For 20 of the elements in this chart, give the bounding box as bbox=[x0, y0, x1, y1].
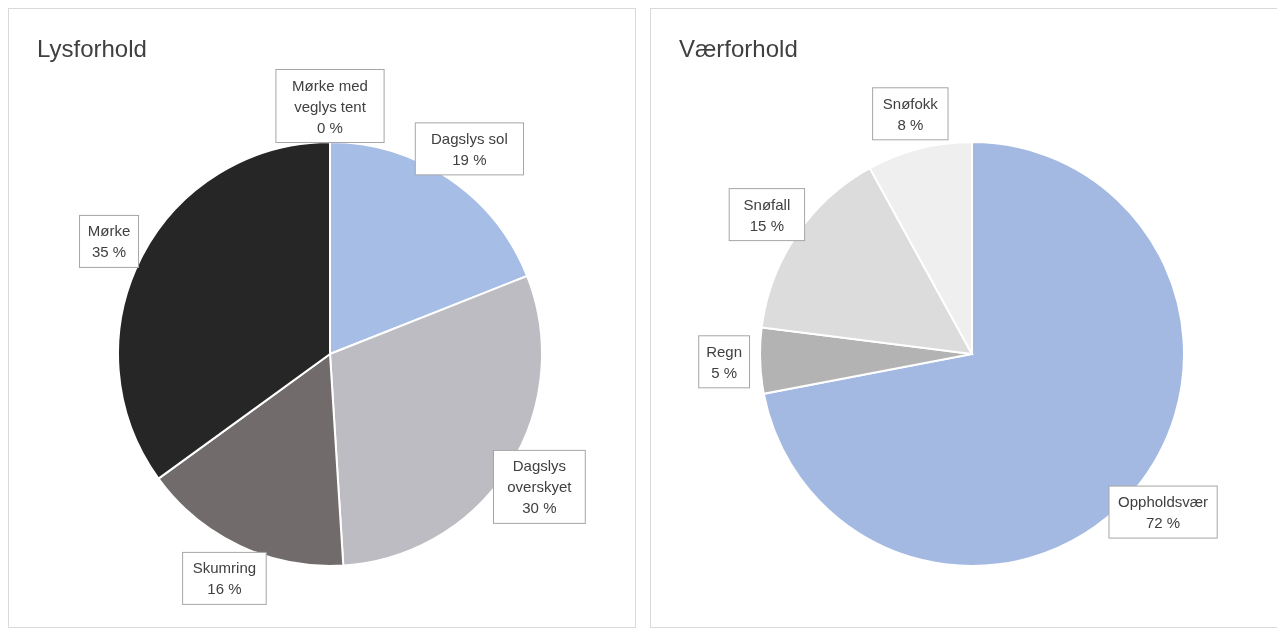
slice-label: Snøfokk bbox=[882, 94, 939, 112]
data-label: 16 % bbox=[207, 580, 242, 598]
chart-title: Værforhold bbox=[679, 35, 798, 63]
slice-label: Oppholdsvær bbox=[1118, 493, 1209, 511]
text: 0 % bbox=[317, 118, 343, 136]
data-label: 8 % bbox=[897, 115, 924, 133]
data-label: 72 % bbox=[1145, 514, 1181, 532]
slice-label: Dagslys sol bbox=[431, 129, 508, 147]
slice-label: Mørke bbox=[87, 222, 131, 240]
data-label: 15 % bbox=[749, 216, 784, 234]
data-label: 5 % bbox=[711, 363, 738, 381]
data-label: 19 % bbox=[452, 150, 487, 168]
slice-label: Regn bbox=[706, 342, 743, 360]
category-label: Mørke med veglys tent bbox=[292, 76, 368, 115]
slice-label: Dagslys overskyet bbox=[507, 457, 573, 496]
slice-label: Skumring bbox=[192, 559, 257, 577]
slice-label: Snøfall bbox=[743, 195, 791, 213]
chart-title: Lysforhold bbox=[37, 35, 147, 63]
data-label: 35 % bbox=[91, 243, 127, 261]
data-label: 30 % bbox=[522, 499, 557, 517]
